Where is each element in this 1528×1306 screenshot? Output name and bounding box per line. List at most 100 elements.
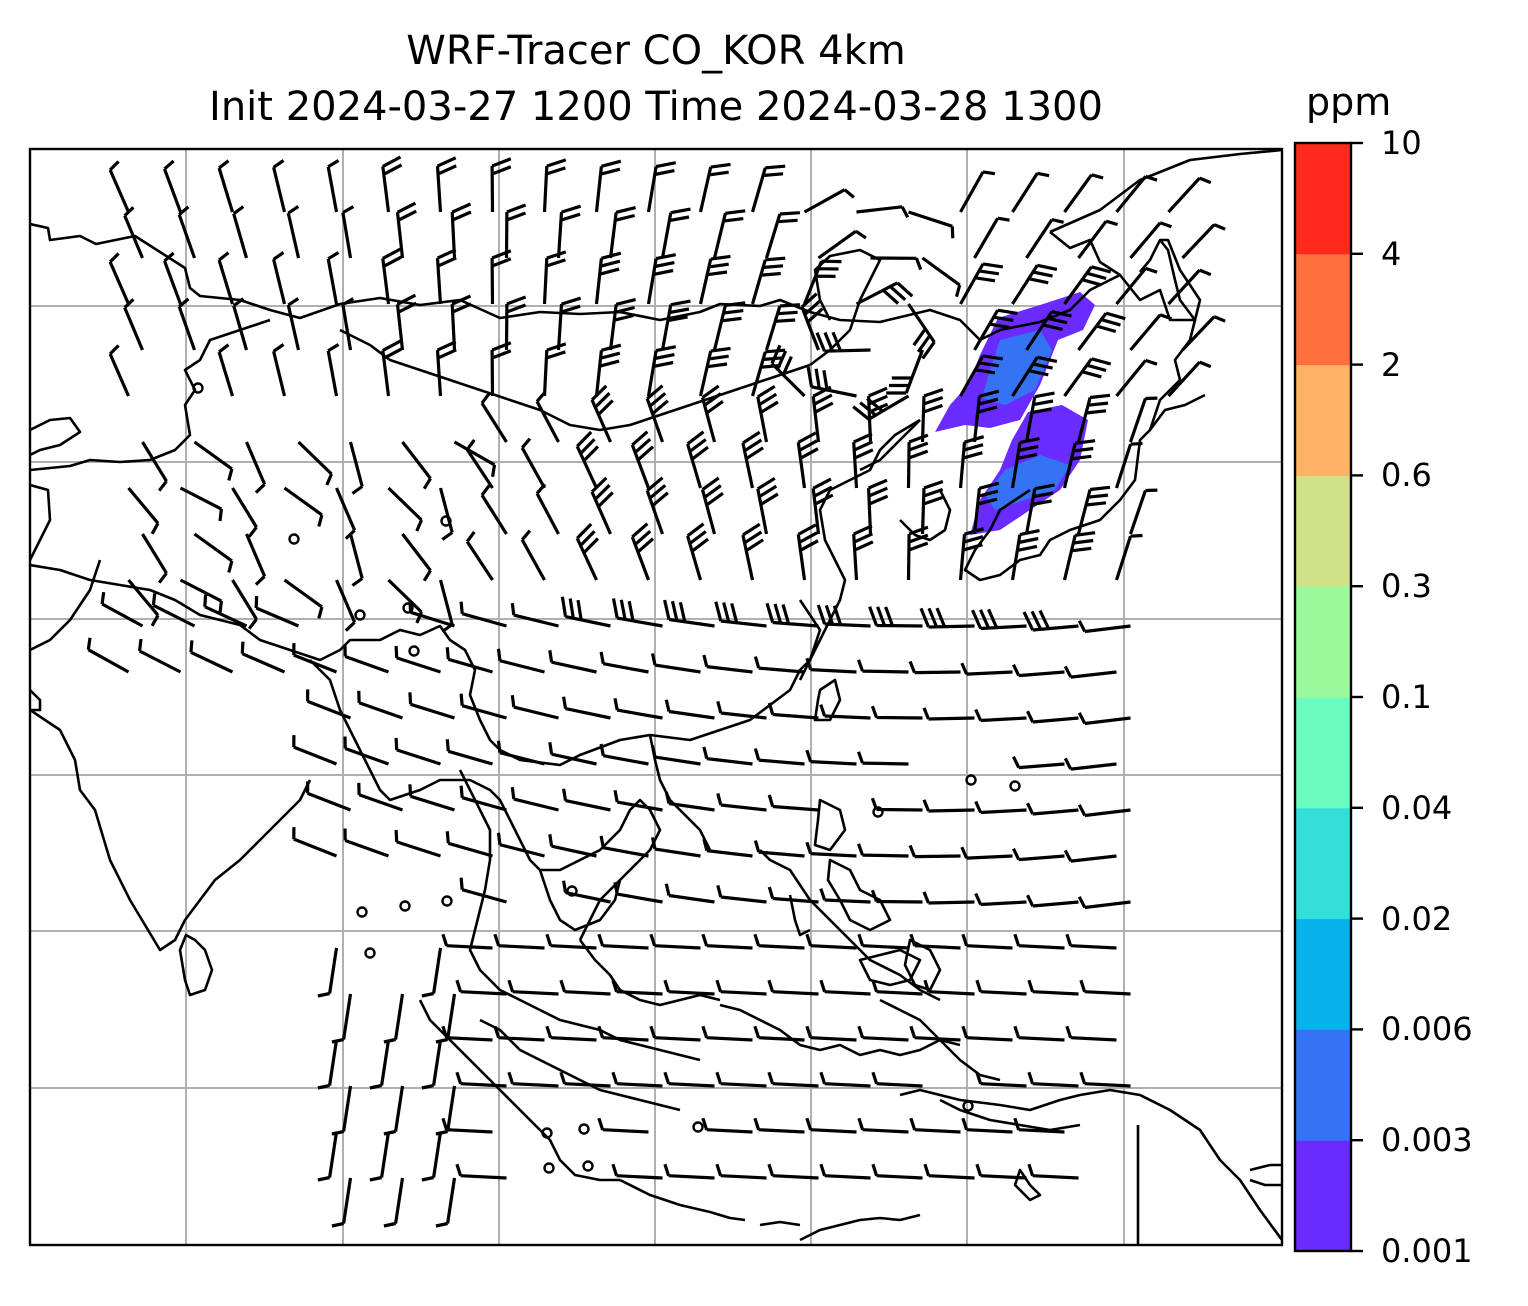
wind-barb [753, 1117, 805, 1134]
wind-barb [645, 476, 669, 535]
wind-barb [971, 608, 1027, 631]
wind-barb [613, 790, 663, 812]
wind-barb [369, 1039, 391, 1090]
wind-barb [1012, 848, 1065, 862]
calm-wind-marker [288, 533, 300, 545]
wind-barb [590, 476, 614, 535]
wind-barb [811, 477, 834, 535]
wind-barb [867, 386, 889, 443]
wind-barb [1013, 933, 1065, 950]
colorbar-frame [1293, 141, 1353, 1253]
wind-barb [805, 1025, 857, 1042]
calm-wind-marker [965, 774, 977, 786]
wind-barb [1010, 529, 1040, 581]
colorbar-segment [1295, 475, 1351, 587]
wind-barb [535, 391, 560, 443]
wind-barb [504, 203, 527, 259]
wind-barb [108, 160, 130, 213]
wind-barb [819, 704, 871, 720]
wind-barb [959, 354, 1004, 397]
calm-wind-marker [582, 1160, 594, 1172]
wind-barb [715, 979, 767, 996]
wind-barb [686, 430, 709, 489]
wind-barb [664, 883, 715, 904]
wind-barb [383, 1177, 405, 1228]
wind-barb [163, 251, 182, 305]
wind-barb [756, 476, 779, 535]
wind-barb [701, 1025, 753, 1042]
wind-barb [535, 483, 560, 535]
wind-barb [254, 596, 300, 628]
wind-barb [767, 702, 819, 720]
wind-barb [664, 699, 715, 720]
coastlines [30, 149, 1282, 1245]
wind-barb [127, 486, 160, 535]
wind-barb [272, 343, 287, 397]
wind-barb [805, 841, 857, 858]
wind-barb [819, 1163, 871, 1180]
wind-barb [1062, 439, 1096, 489]
wind-barb [1115, 358, 1158, 398]
wind-barb [959, 170, 996, 213]
wind-barb [1011, 171, 1050, 213]
wind-barb [698, 254, 731, 305]
wind-barb [283, 578, 324, 619]
wind-barb [193, 532, 234, 573]
wind-barb [1012, 664, 1065, 678]
wind-barb [594, 159, 622, 213]
wind-barb [245, 441, 267, 494]
wind-barb [331, 993, 353, 1044]
wind-barb [231, 487, 258, 538]
wind-barb [1026, 894, 1079, 908]
wind-barb [548, 650, 597, 674]
wind-barb [819, 979, 871, 996]
map-subtitle: Init 2024-03-27 1200 Time 2024-03-28 130… [209, 84, 1103, 130]
wind-barb [1167, 268, 1212, 306]
wind-barb [741, 522, 764, 581]
wind-barb [594, 251, 622, 305]
wind-barb [127, 578, 160, 627]
wind-barb [401, 441, 432, 490]
wind-barb [562, 696, 611, 720]
wind-barb [663, 1163, 715, 1180]
wind-barb [283, 486, 324, 527]
wind-barb [886, 349, 924, 395]
wind-barb [286, 297, 301, 351]
wind-barb [545, 1025, 597, 1042]
wind-barb [559, 1071, 611, 1088]
wind-barb [510, 694, 559, 720]
wind-barb [597, 1025, 649, 1042]
wind-barb [408, 784, 455, 812]
wind-barb [401, 533, 432, 582]
wind-barb [348, 533, 364, 587]
wind-barb [796, 523, 819, 581]
wind-barb [973, 216, 1010, 259]
wind-barb [217, 343, 235, 397]
wind-barb [394, 829, 441, 858]
wind-barb [852, 432, 874, 489]
wind-barb [1024, 483, 1055, 535]
wind-barb [335, 579, 357, 632]
wind-barb [455, 979, 507, 996]
wind-barb [972, 481, 1000, 535]
wind-barb [108, 252, 130, 305]
wind-barb [650, 745, 701, 766]
wind-barb [921, 256, 962, 298]
wind-barb [599, 743, 649, 766]
wind-barb [767, 886, 819, 904]
wind-barb [1181, 223, 1226, 260]
colorbar-segment [1295, 807, 1351, 920]
wind-barb [490, 249, 512, 305]
wind-barb [193, 440, 234, 481]
calm-wind-marker [354, 609, 366, 621]
wind-barb [272, 159, 287, 213]
wind-barb [613, 698, 663, 720]
wind-barb [357, 690, 404, 720]
wind-barb [973, 308, 1018, 351]
wind-barb [455, 1071, 507, 1088]
wind-barb [1065, 933, 1117, 950]
wind-barb [663, 979, 715, 996]
wind-barb [1167, 360, 1212, 398]
wind-barb [326, 251, 340, 305]
